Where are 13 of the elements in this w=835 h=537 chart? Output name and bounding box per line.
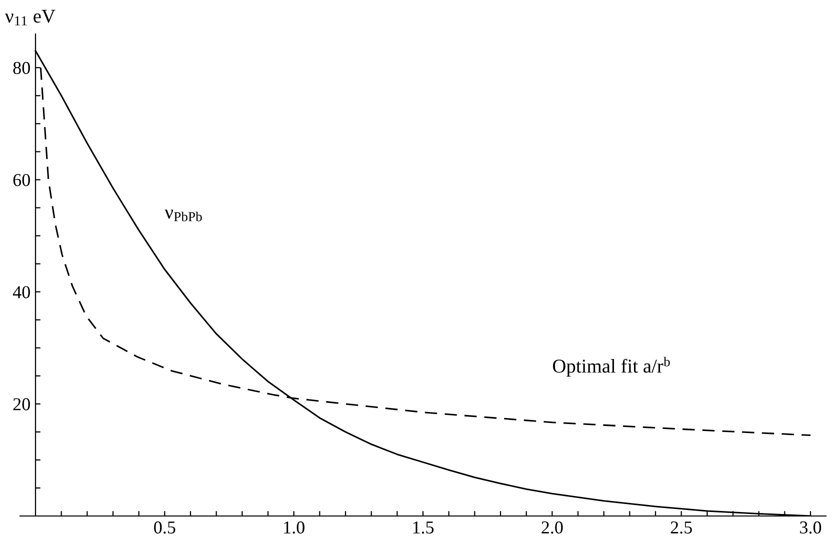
y-tick-label: 80 (13, 62, 30, 74)
x-tick-label: 3.0 (800, 521, 822, 534)
y-tick-label: 20 (13, 398, 30, 410)
text: Optimal fit a/r$^{b}$ (552, 356, 670, 377)
x-tick-label: 1.5 (413, 521, 434, 534)
y-axis-title: ν$_{11}$ eV (5, 10, 56, 26)
x-tick-label: 1.0 (284, 521, 304, 534)
x-tick-label: 2.0 (542, 521, 563, 534)
series-label: ν$_{PbPb}$ (164, 210, 202, 222)
x-tick-label: 2.5 (670, 521, 692, 534)
y-tick-label: 60 (13, 174, 30, 186)
x-tick-label: 0.5 (154, 521, 176, 534)
y-tick-label: 40 (12, 286, 30, 298)
